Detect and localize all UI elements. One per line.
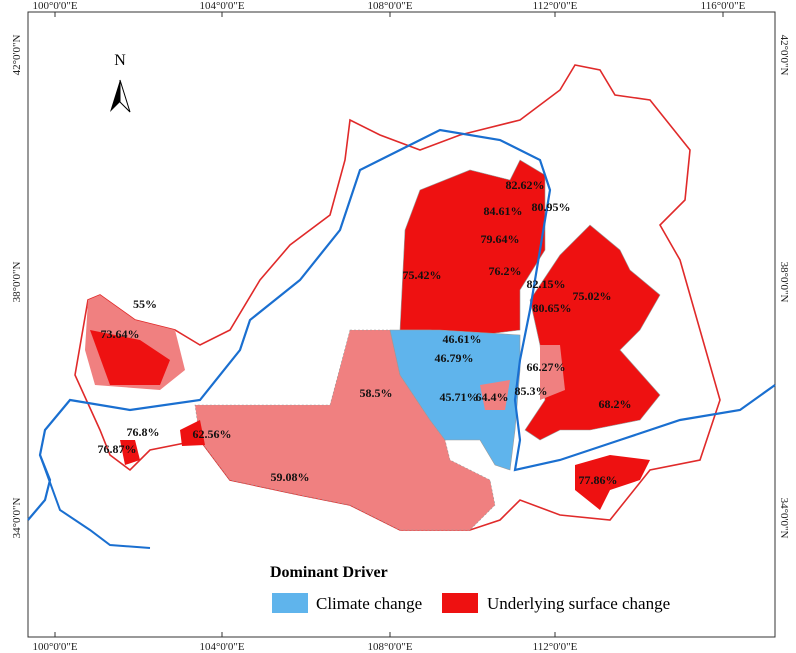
legend-item: Underlying surface change bbox=[487, 594, 670, 613]
lon-label: 108°0'0"E bbox=[367, 0, 412, 12]
lon-label: 100°0'0"E bbox=[32, 641, 77, 653]
regions bbox=[27, 64, 776, 549]
lon-label: 104°0'0"E bbox=[199, 641, 244, 653]
north-arrow-left bbox=[110, 80, 120, 112]
lon-label: 112°0'0"E bbox=[533, 0, 578, 12]
lat-label: 42°0'0"N bbox=[778, 35, 790, 76]
lon-label: 104°0'0"E bbox=[199, 0, 244, 12]
region-label: 46.79% bbox=[435, 351, 474, 365]
region-label: 45.71% bbox=[440, 390, 479, 404]
region-red bbox=[180, 420, 205, 446]
region-label: 80.65% bbox=[533, 301, 572, 315]
lat-label: 34°0'0"N bbox=[778, 498, 790, 539]
lat-label: 34°0'0"N bbox=[11, 498, 23, 539]
legend-swatch bbox=[442, 593, 478, 613]
region-pink bbox=[480, 380, 510, 410]
north-arrow: N bbox=[110, 52, 131, 113]
region-pink bbox=[540, 345, 565, 400]
region-label: 64.4% bbox=[476, 390, 509, 404]
lat-label: 42°0'0"N bbox=[11, 35, 23, 76]
legend-swatch bbox=[272, 593, 308, 613]
region-label: 66.27% bbox=[527, 360, 566, 374]
region-label: 85.3% bbox=[515, 384, 548, 398]
region-label: 76.8% bbox=[127, 425, 160, 439]
region-label: 62.56% bbox=[193, 427, 232, 441]
region-label: 75.02% bbox=[573, 289, 612, 303]
lon-label: 100°0'0"E bbox=[32, 0, 77, 12]
region-label: 73.64% bbox=[101, 327, 140, 341]
region-label: 46.61% bbox=[443, 332, 482, 346]
lat-label: 38°0'0"N bbox=[11, 262, 23, 303]
lon-label: 116°0'0"E bbox=[701, 0, 746, 12]
region-label: 77.86% bbox=[579, 473, 618, 487]
region-label: 82.62% bbox=[506, 178, 545, 192]
lon-label: 112°0'0"E bbox=[533, 641, 578, 653]
region-label: 76.2% bbox=[489, 264, 522, 278]
coordinates: 100°0'0"E 104°0'0"E 108°0'0"E 112°0'0"E 116°… bbox=[11, 0, 790, 653]
lon-label: 108°0'0"E bbox=[367, 641, 412, 653]
lat-label: 38°0'0"N bbox=[778, 262, 790, 303]
region-red bbox=[90, 330, 170, 385]
region-label: 55% bbox=[133, 297, 157, 311]
region-label: 79.64% bbox=[481, 232, 520, 246]
region-label: 68.2% bbox=[599, 397, 632, 411]
region-label: 75.42% bbox=[403, 268, 442, 282]
region-red bbox=[120, 440, 140, 465]
region-labels: 82.62% 84.61% 80.95% 79.64% 75.42% 76.2% 82.15… bbox=[98, 178, 632, 487]
region-pink bbox=[194, 329, 496, 531]
river-branch bbox=[39, 454, 151, 549]
river bbox=[27, 128, 776, 521]
region-label: 80.95% bbox=[532, 200, 571, 214]
legend-title: Dominant Driver bbox=[270, 564, 388, 581]
region-red bbox=[575, 455, 650, 510]
region-label: 82.15% bbox=[527, 277, 566, 291]
region-label: 84.61% bbox=[484, 204, 523, 218]
north-label: N bbox=[114, 52, 126, 69]
region-blue bbox=[389, 329, 521, 471]
legend-item: Climate change bbox=[316, 594, 422, 613]
north-arrow-right bbox=[119, 79, 131, 113]
region-label: 59.08% bbox=[271, 470, 310, 484]
region-label: 76.87% bbox=[98, 442, 137, 456]
region-label: 58.5% bbox=[360, 386, 393, 400]
